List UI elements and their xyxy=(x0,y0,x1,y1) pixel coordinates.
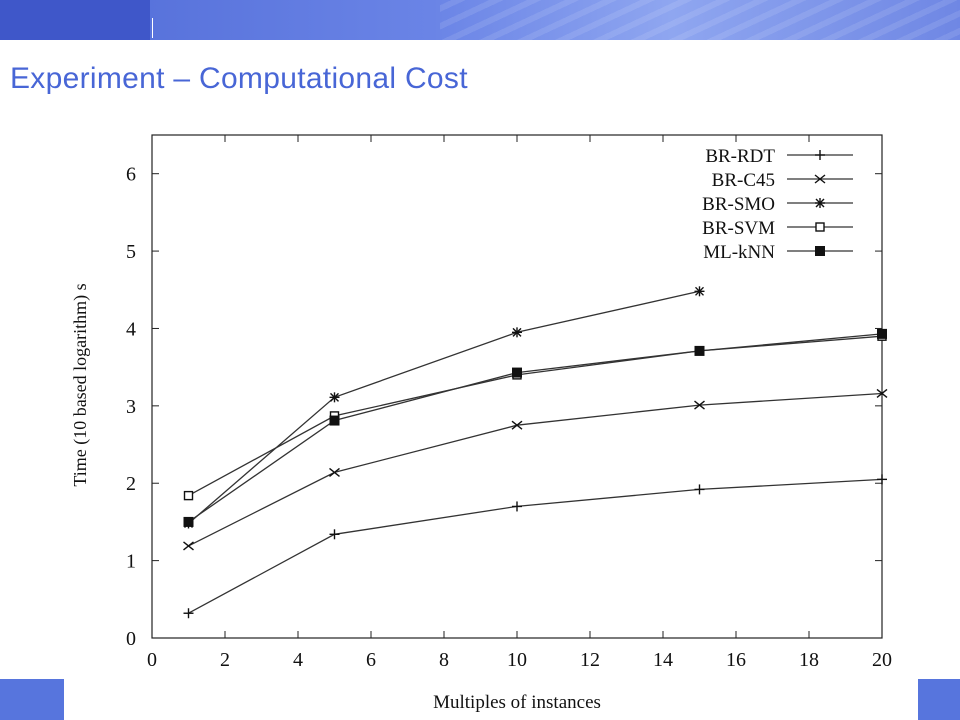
y-tick-label: 2 xyxy=(126,473,136,495)
point-br-smo xyxy=(329,392,340,403)
point-br-c45 xyxy=(876,388,888,399)
legend-marker-br-smo xyxy=(815,198,825,208)
legend-marker-br-rdt xyxy=(815,150,825,160)
point-ml-knn xyxy=(877,328,887,339)
point-br-c45 xyxy=(694,400,705,410)
legend-marker-br-c45 xyxy=(814,174,826,184)
point-br-rdt xyxy=(512,501,522,512)
slide-title: Experiment – Computational Cost xyxy=(10,62,468,95)
legend-marker-br-svm xyxy=(815,222,825,232)
point-br-smo xyxy=(694,286,705,297)
point-br-c45 xyxy=(183,541,194,551)
series-line-br-smo xyxy=(188,290,700,524)
x-tick-label: 18 xyxy=(799,649,819,671)
x-tick-label: 14 xyxy=(653,649,673,671)
y-tick-label: 6 xyxy=(126,164,136,186)
banner-left-block xyxy=(0,0,150,40)
series-line-br-rdt xyxy=(188,478,883,614)
y-tick-label: 0 xyxy=(126,628,136,650)
point-br-c45 xyxy=(511,420,523,430)
legend-label-br-c45: BR-C45 xyxy=(712,170,775,191)
point-ml-knn xyxy=(183,516,194,527)
point-br-rdt xyxy=(877,474,887,485)
point-br-smo xyxy=(512,327,522,338)
point-br-rdt xyxy=(329,529,340,540)
x-tick-label: 12 xyxy=(580,649,600,671)
y-tick-label: 4 xyxy=(126,318,136,340)
x-tick-label: 10 xyxy=(507,649,527,671)
point-br-svm xyxy=(183,490,194,501)
point-br-rdt xyxy=(694,484,705,495)
legend-label-br-svm: BR-SVM xyxy=(702,218,775,239)
top-banner xyxy=(0,0,960,40)
x-tick-label: 20 xyxy=(872,649,892,671)
series-line-br-svm xyxy=(188,335,883,497)
banner-divider xyxy=(152,18,153,38)
point-ml-knn xyxy=(512,367,522,378)
x-tick-label: 6 xyxy=(366,649,376,671)
footer-corner-right xyxy=(918,679,960,720)
legend-label-ml-knn: ML-kNN xyxy=(703,242,775,263)
x-tick-label: 4 xyxy=(293,649,303,671)
banner-decoration xyxy=(440,0,960,40)
x-axis-title: Multiples of instances xyxy=(433,692,601,713)
legend-label-br-rdt: BR-RDT xyxy=(705,146,775,167)
x-tick-label: 8 xyxy=(439,649,449,671)
point-br-rdt xyxy=(183,608,194,619)
y-tick-label: 3 xyxy=(126,396,136,418)
x-tick-label: 0 xyxy=(147,649,157,671)
y-axis-title: Time (10 based logarithm) s xyxy=(70,283,91,486)
y-tick-label: 1 xyxy=(126,551,136,573)
footer-corner-left xyxy=(0,679,64,720)
legend-label-br-smo: BR-SMO xyxy=(702,194,775,215)
series-line-br-c45 xyxy=(188,392,883,547)
y-tick-label: 5 xyxy=(126,241,136,263)
x-tick-label: 2 xyxy=(220,649,230,671)
point-br-c45 xyxy=(329,467,340,477)
legend-marker-ml-knn xyxy=(815,246,825,256)
series-layer xyxy=(183,286,888,619)
x-tick-label: 16 xyxy=(726,649,746,671)
point-ml-knn xyxy=(329,415,340,426)
point-ml-knn xyxy=(694,345,705,356)
legend: BR-RDT BR-C45 BR-SMO BR-SVM ML-kNN xyxy=(702,146,853,263)
